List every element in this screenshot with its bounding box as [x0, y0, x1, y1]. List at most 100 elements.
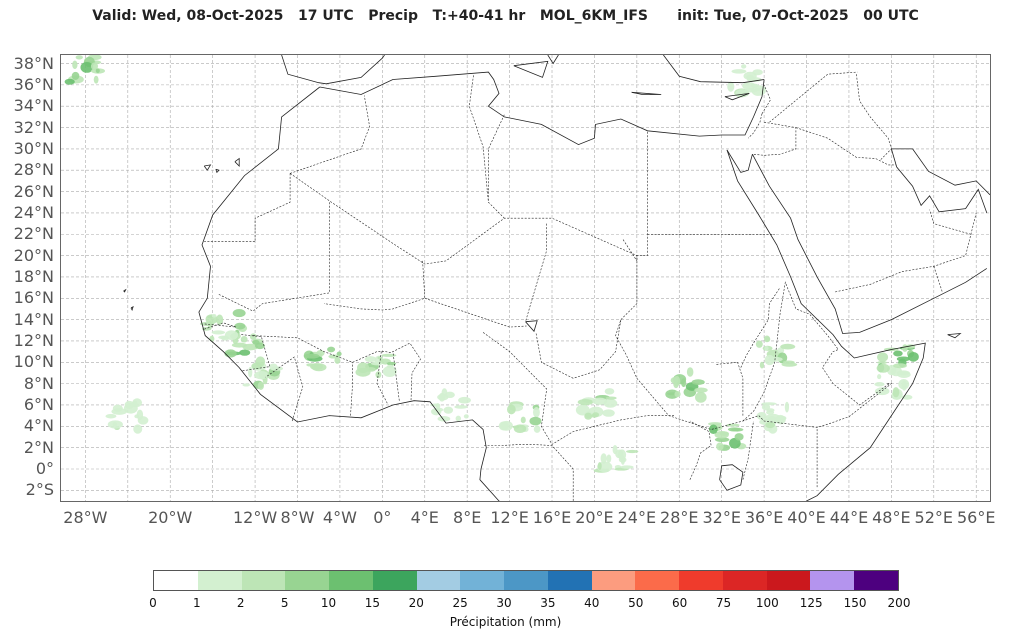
- country-border: [525, 223, 548, 322]
- colorbar-segment: [810, 571, 855, 590]
- country-border: [350, 362, 353, 416]
- country-border: [689, 420, 712, 480]
- lon-tick-label: 32°E: [702, 508, 741, 527]
- precip-area-ethiopia: [755, 335, 798, 369]
- precipitation-layer: [64, 55, 919, 473]
- lon-tick-label: 44°E: [829, 508, 869, 527]
- colorbar-segment: [154, 571, 198, 590]
- precip-area-azores: [64, 55, 106, 85]
- coastline: [947, 332, 962, 339]
- colorbar-segment: [329, 571, 373, 590]
- colorbar-segment: [547, 571, 592, 590]
- map-frame: [60, 54, 991, 502]
- country-border: [204, 322, 237, 330]
- country-border: [622, 239, 638, 262]
- country-border: [392, 351, 400, 401]
- colorbar-segment: [635, 571, 680, 590]
- lat-tick-label: 28°N: [13, 160, 54, 180]
- lat-tick-label: 6°N: [23, 394, 54, 414]
- lat-tick-label: 36°N: [13, 74, 54, 94]
- country-border: [615, 131, 893, 430]
- colorbar-tick-label: 60: [671, 596, 688, 610]
- colorbar-segment: [504, 571, 548, 590]
- coastline: [319, 71, 765, 146]
- colorbar-tick-label: 30: [496, 596, 512, 610]
- lat-tick-label: 32°N: [13, 117, 54, 137]
- colorbar-tick-label: 50: [628, 596, 644, 610]
- lat-tick-label: 14°N: [13, 309, 54, 329]
- colorbar-tick-label: 40: [584, 596, 600, 610]
- precip-area-guinea-coast: [224, 324, 265, 358]
- coastline: [130, 305, 134, 312]
- colorbar-tick-label: 0: [149, 596, 157, 610]
- coastline: [203, 164, 212, 171]
- lat-tick-label: 12°N: [13, 330, 54, 350]
- lon-tick-label: 28°E: [660, 508, 699, 527]
- colorbar-segment: [591, 571, 636, 590]
- coastline: [525, 320, 538, 333]
- lat-tick-label: 2°S: [25, 480, 54, 500]
- colorbar-segment: [460, 571, 505, 590]
- gridlines: [61, 55, 990, 501]
- lat-tick-label: 22°N: [13, 224, 54, 244]
- precip-area-mediterranean: [727, 64, 766, 98]
- colorbar-tick-label: 100: [755, 596, 779, 610]
- country-border: [468, 75, 505, 219]
- colorbar-segment: [766, 571, 811, 590]
- lat-tick-label: 38°N: [13, 53, 54, 73]
- coastline: [123, 288, 127, 293]
- country-border: [376, 351, 388, 405]
- lat-tick-label: 30°N: [13, 138, 54, 158]
- precip-area-congo-north: [593, 444, 639, 473]
- coastline: [752, 154, 988, 334]
- country-border: [933, 266, 943, 292]
- lon-tick-label: 36°E: [744, 508, 784, 527]
- coastline: [891, 148, 988, 214]
- lon-tick-label: 12°E: [490, 508, 529, 527]
- lon-tick-label: 4°W: [322, 508, 357, 527]
- lon-tick-label: 56°E: [956, 508, 996, 527]
- lon-tick-label: 40°E: [787, 508, 826, 527]
- country-border: [856, 74, 892, 149]
- precip-area-yemen-coast: [876, 344, 919, 373]
- precip-area-sierra-leone: [242, 356, 284, 390]
- lat-tick-label: 18°N: [13, 266, 54, 286]
- country-border: [217, 202, 330, 312]
- precip-area-cote-divoire: [303, 346, 342, 372]
- colorbar-tick-label: 35: [540, 596, 556, 610]
- colorbar-segment: [197, 571, 242, 590]
- country-border: [535, 319, 622, 379]
- precip-area-cameroon: [498, 401, 542, 433]
- colorbar-tick-label: 10: [320, 596, 337, 610]
- precip-area-uganda: [708, 422, 747, 451]
- coastline: [198, 86, 500, 501]
- colorbar-segment: [416, 571, 461, 590]
- map-title: Valid: Wed, 08-Oct-2025 17 UTC Precip T:…: [92, 8, 919, 24]
- coastline: [215, 168, 220, 174]
- precip-area-ghana-north: [355, 353, 397, 379]
- lon-tick-label: 28°W: [63, 508, 108, 527]
- lat-tick-label: 4°N: [23, 416, 54, 436]
- lon-tick-label: 20°W: [148, 508, 193, 527]
- lat-tick-label: 10°N: [13, 352, 54, 372]
- country-border: [241, 334, 271, 372]
- country-border: [484, 444, 574, 501]
- coastline: [547, 55, 559, 65]
- coastline: [234, 157, 240, 167]
- colorbar-title: Précipitation (mm): [449, 615, 562, 629]
- country-border: [880, 148, 892, 160]
- country-border: [265, 356, 304, 422]
- colorbar-segment: [722, 571, 767, 590]
- precip-area-car: [575, 388, 618, 420]
- lon-tick-label: 0°: [373, 508, 392, 527]
- lat-tick-label: 26°N: [13, 181, 54, 201]
- lon-tick-label: 8°E: [453, 508, 482, 527]
- coastlines: [123, 55, 990, 501]
- country-border: [323, 260, 426, 311]
- country-border: [929, 209, 971, 235]
- country-border: [742, 420, 754, 480]
- colorbar-segment: [854, 571, 899, 590]
- colorbar-segment: [372, 571, 417, 590]
- country-border: [290, 95, 370, 174]
- lon-tick-label: 12°W: [232, 508, 278, 527]
